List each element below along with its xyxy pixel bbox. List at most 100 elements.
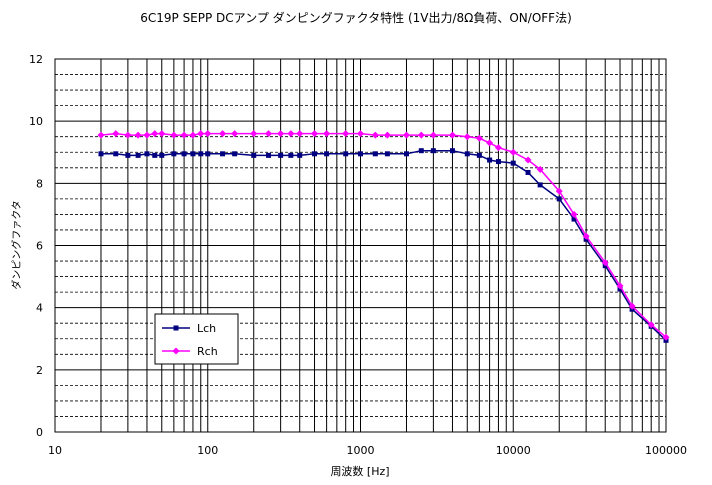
y-tick-label: 4: [36, 302, 43, 315]
data-point-rch: [448, 131, 456, 139]
data-point-lch: [98, 151, 104, 157]
data-point-rch: [628, 302, 636, 310]
data-point-lch: [266, 152, 272, 158]
data-point-rch: [647, 321, 655, 329]
data-point-lch: [343, 151, 349, 157]
data-point-rch: [429, 131, 437, 139]
chart-title: 6C19P SEPP DCアンプ ダンピングファクタ特性 (1V出力/8Ω負荷、…: [140, 10, 572, 25]
data-point-lch: [430, 148, 436, 154]
data-point-rch: [662, 333, 670, 341]
data-point-rch: [494, 144, 502, 152]
x-tick-label: 100000: [645, 444, 687, 457]
data-point-lch: [144, 151, 150, 157]
x-tick-label: 100: [197, 444, 218, 457]
data-point-lch: [198, 151, 204, 157]
data-point-lch: [449, 148, 455, 154]
y-tick-label: 10: [29, 115, 43, 128]
data-point-lch: [358, 151, 363, 157]
data-point-rch: [170, 131, 178, 139]
x-tick-label: 10000: [496, 444, 531, 457]
data-point-rch: [417, 131, 425, 139]
data-point-rch: [197, 130, 205, 138]
data-point-lch: [288, 152, 294, 158]
y-tick-label: 8: [36, 177, 43, 190]
data-point-rch: [231, 130, 239, 138]
data-point-lch: [372, 151, 378, 157]
x-axis-label: 周波数 [Hz]: [330, 465, 389, 478]
legend: Lch Rch: [154, 313, 239, 365]
data-point-lch: [556, 196, 562, 202]
data-point-lch: [297, 152, 303, 158]
data-point-rch: [371, 131, 379, 139]
data-point-rch: [475, 134, 483, 142]
data-point-lch: [525, 169, 531, 175]
data-point-rch: [189, 131, 197, 139]
data-point-rch: [342, 130, 350, 138]
legend-box: [154, 313, 239, 365]
data-point-lch: [181, 151, 187, 157]
y-axis-label: ダンピングファクタ: [10, 200, 23, 290]
data-point-lch: [220, 151, 226, 157]
data-point-rch: [265, 130, 273, 138]
data-point-lch: [571, 216, 577, 222]
data-point-lch: [464, 151, 470, 157]
data-point-rch: [616, 282, 624, 290]
tick-labels: 0 2 4 6 8 10 12 10 100 1000 10000 100000: [29, 53, 687, 457]
legend-label-rch: Rch: [197, 345, 218, 358]
y-tick-label: 0: [36, 426, 43, 439]
data-point-rch: [143, 131, 151, 139]
y-tick-label: 6: [36, 240, 43, 253]
plot-area-frame: [54, 58, 667, 433]
data-point-lch: [324, 151, 330, 157]
x-tick-label: 1000: [347, 444, 375, 457]
data-point-rch: [555, 187, 563, 195]
data-point-lch: [537, 182, 543, 188]
series-rch: [97, 130, 670, 341]
legend-label-lch: Lch: [197, 322, 216, 335]
data-point-lch: [232, 151, 238, 157]
y-tick-label: 12: [29, 53, 43, 66]
x-tick-label: 10: [48, 444, 62, 457]
data-point-rch: [151, 130, 159, 138]
data-point-lch: [152, 152, 158, 158]
data-point-lch: [278, 152, 284, 158]
data-point-rch: [250, 130, 258, 138]
series-layer: [97, 130, 670, 343]
data-point-rch: [287, 130, 295, 138]
data-point-lch: [159, 152, 165, 158]
data-point-lch: [190, 151, 196, 157]
legend-marker-lch: [173, 325, 179, 331]
data-point-rch: [323, 130, 331, 138]
data-point-rch: [570, 210, 578, 218]
data-point-lch: [476, 152, 482, 158]
data-point-rch: [311, 130, 319, 138]
y-tick-label: 2: [36, 364, 43, 377]
data-point-rch: [134, 131, 142, 139]
data-point-rch: [158, 130, 166, 138]
data-point-rch: [402, 131, 410, 139]
data-point-lch: [312, 151, 318, 157]
data-point-lch: [171, 151, 177, 157]
data-point-rch: [582, 232, 590, 240]
data-point-rch: [383, 131, 391, 139]
data-point-lch: [251, 152, 257, 158]
legend-marker-rch: [172, 347, 180, 355]
data-point-lch: [403, 151, 409, 157]
data-point-lch: [205, 151, 211, 157]
data-point-lch: [510, 160, 516, 166]
data-point-lch: [384, 151, 390, 157]
data-point-rch: [112, 130, 120, 138]
data-point-lch: [495, 159, 501, 165]
data-point-rch: [601, 259, 609, 267]
data-point-rch: [97, 131, 105, 139]
data-point-lch: [113, 151, 119, 157]
data-point-rch: [180, 131, 188, 139]
data-point-lch: [135, 152, 141, 158]
data-point-rch: [524, 156, 532, 164]
data-point-rch: [509, 148, 517, 156]
data-point-rch: [296, 130, 304, 138]
data-point-lch: [418, 148, 424, 154]
data-point-rch: [277, 130, 285, 138]
